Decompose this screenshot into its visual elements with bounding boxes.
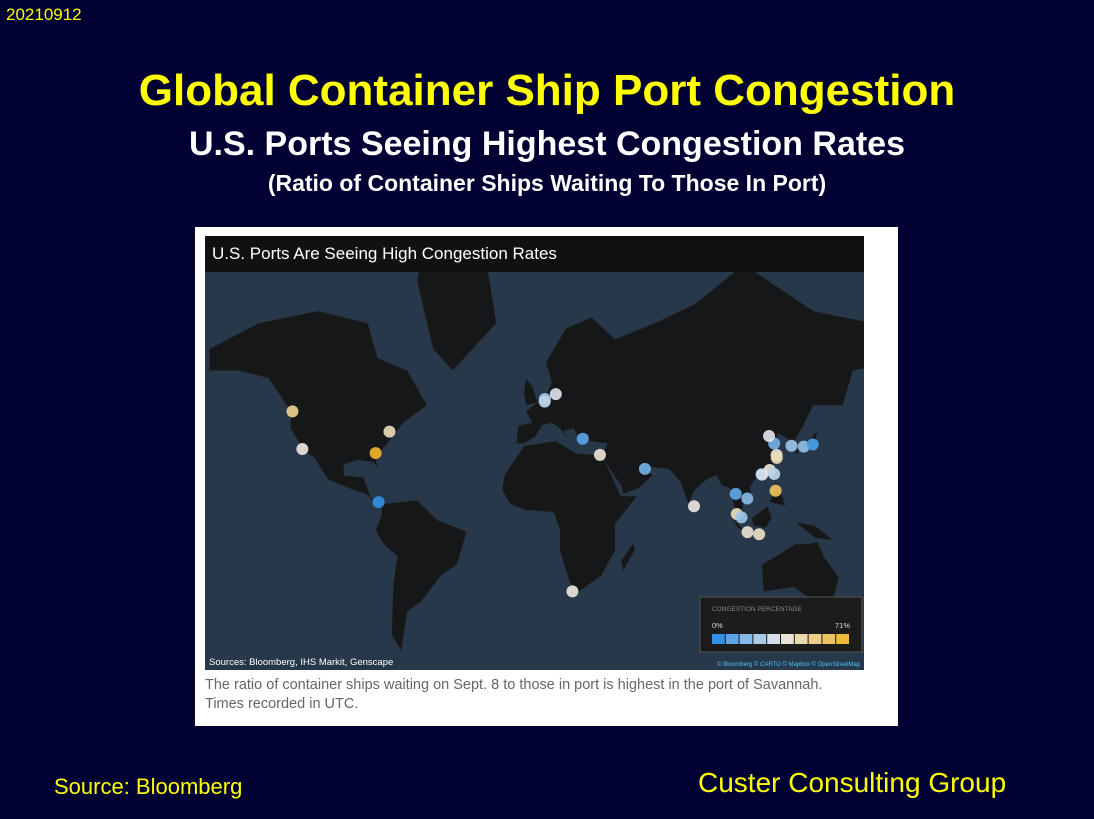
legend-label: 0% bbox=[712, 621, 723, 630]
port bbox=[741, 492, 754, 505]
legend-title: CONGESTION PERCENTAGE bbox=[712, 606, 802, 613]
port bbox=[383, 425, 396, 438]
port bbox=[769, 484, 782, 497]
port bbox=[538, 395, 551, 408]
port bbox=[372, 496, 385, 509]
port bbox=[638, 462, 651, 475]
legend-swatch bbox=[739, 634, 753, 644]
port bbox=[797, 440, 810, 453]
port bbox=[729, 487, 742, 500]
source: Source: Bloomberg bbox=[54, 774, 243, 799]
port bbox=[549, 388, 562, 401]
attribution: © Bloomberg © CARTO © Mapbox © OpenStree… bbox=[717, 661, 861, 668]
port bbox=[566, 585, 579, 598]
legend-swatch bbox=[712, 634, 725, 644]
landmass bbox=[620, 543, 636, 572]
port bbox=[286, 405, 299, 418]
subtitle: U.S. Ports Seeing Highest Congestion Rat… bbox=[188, 125, 905, 163]
port bbox=[735, 511, 748, 524]
port bbox=[753, 528, 766, 541]
legend-swatch bbox=[781, 634, 794, 644]
port bbox=[785, 439, 798, 452]
port bbox=[593, 448, 606, 461]
legend-swatch bbox=[808, 634, 822, 644]
landmass bbox=[795, 521, 835, 541]
map-sources: Sources: Bloomberg, IHS Markit, Genscape bbox=[209, 657, 393, 668]
legend: CONGESTION PERCENTAGE 0% 71% bbox=[699, 596, 863, 653]
legend-swatch bbox=[794, 634, 808, 644]
date: 20210912 bbox=[6, 5, 82, 24]
note: (Ratio of Container Ships Waiting To Tho… bbox=[267, 170, 827, 196]
map-header bbox=[205, 236, 864, 272]
company: Custer Consulting Group bbox=[698, 767, 1007, 798]
map-title: U.S. Ports Are Seeing High Congestion Ra… bbox=[212, 244, 557, 263]
landmass bbox=[761, 541, 840, 602]
ports bbox=[286, 388, 819, 598]
port bbox=[296, 443, 309, 456]
port bbox=[688, 500, 701, 513]
port bbox=[806, 438, 819, 451]
port bbox=[576, 432, 589, 445]
legend-swatch bbox=[753, 634, 767, 644]
port bbox=[770, 451, 783, 464]
landmass bbox=[723, 509, 747, 533]
port bbox=[741, 526, 754, 539]
landmass bbox=[523, 377, 539, 406]
landmass bbox=[416, 272, 497, 372]
landmass bbox=[375, 499, 468, 652]
landmass bbox=[751, 505, 772, 529]
land bbox=[209, 272, 864, 652]
landmass bbox=[501, 440, 638, 595]
legend-swatch bbox=[822, 634, 836, 644]
map: U.S. Ports Are Seeing High Congestion Ra… bbox=[205, 236, 864, 670]
legend-swatch bbox=[767, 634, 780, 644]
legend-label: 71% bbox=[835, 621, 850, 630]
port bbox=[763, 430, 776, 443]
legend-swatch bbox=[725, 634, 739, 644]
title: Global Container Ship Port Congestion bbox=[138, 66, 956, 115]
caption: The ratio of container ships waiting on … bbox=[205, 677, 823, 712]
port bbox=[768, 468, 781, 481]
legend-swatch bbox=[836, 634, 849, 644]
port bbox=[369, 447, 382, 460]
